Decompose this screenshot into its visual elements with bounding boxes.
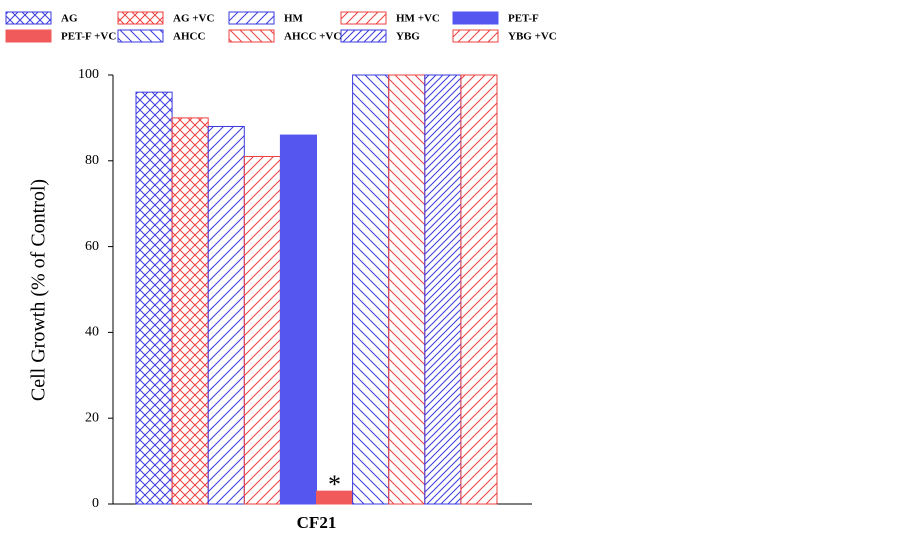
legend-label: AG [61,13,78,25]
legend-swatch [228,11,275,25]
legend-label: AHCC +VC [284,31,341,43]
legend-swatch [228,29,275,43]
y-tick-label: 60 [85,239,99,254]
bar [352,74,390,505]
legend-swatch [5,11,52,25]
y-tick-label: 0 [92,496,99,511]
legend-label: PET-F +VC [61,31,116,43]
y-tick-label: 20 [85,410,99,425]
legend-label: YBG [396,31,420,43]
x-tick-label: CF21 [297,513,337,532]
legend-swatch [340,29,387,43]
legend-swatch [340,11,387,25]
bar [460,74,498,505]
y-tick-label: 40 [85,325,99,340]
bar [207,125,245,505]
bar [171,117,209,505]
legend-label: HM [284,13,304,25]
legend-swatch [117,11,164,25]
legend-label: AG +VC [173,13,214,25]
legend-label: HM +VC [396,13,440,25]
legend-label: AHCC [173,31,205,43]
annotation: * [328,470,341,499]
y-tick-label: 100 [78,67,99,82]
bar [243,156,281,505]
legend-swatch [452,29,499,43]
legend-swatch [5,29,52,43]
y-axis-label: Cell Growth (% of Control) [28,179,50,401]
legend-swatch [452,11,499,25]
legend-swatch [117,29,164,43]
bar [424,74,462,505]
legend-label: YBG +VC [508,31,557,43]
bar [388,74,426,505]
bar [135,91,173,505]
y-tick-label: 80 [85,153,99,168]
legend-label: PET-F [508,13,539,25]
bar [279,134,317,505]
